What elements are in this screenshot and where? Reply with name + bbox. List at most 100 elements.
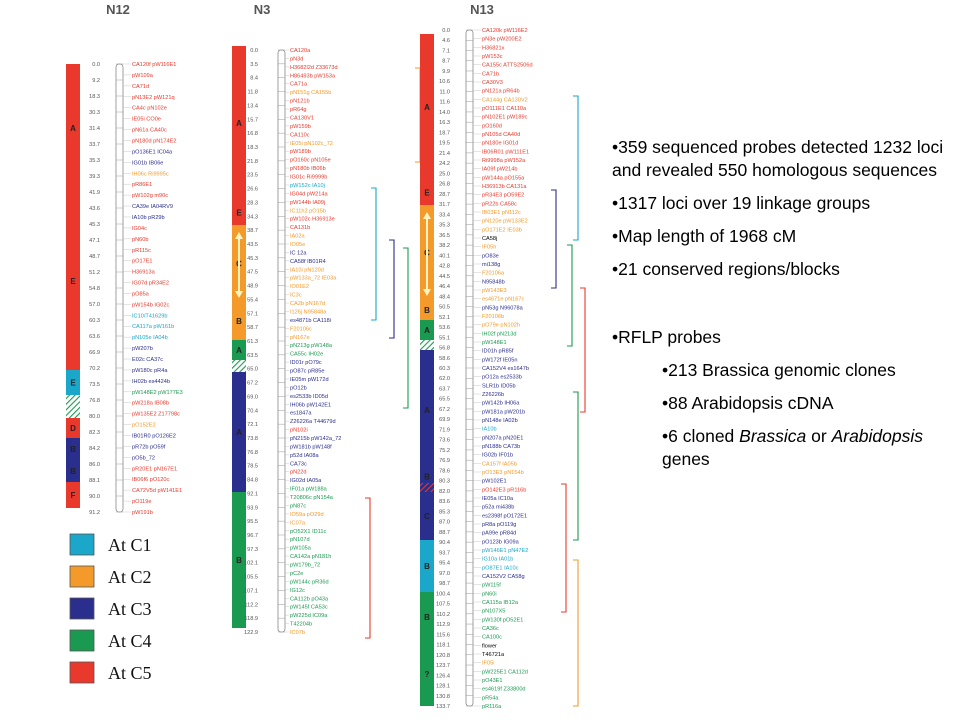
marker-label: es2398f pO172E1 <box>482 513 527 519</box>
marker-label: CA144g CA130V2 <box>482 97 528 103</box>
duplication-bracket <box>573 95 579 241</box>
duplication-bracket <box>567 244 573 347</box>
bullet-rflp-probes: •RFLP probes <box>612 327 721 347</box>
marker-label: pW144b IA09j <box>290 200 325 206</box>
marker-label: IG01b IB06e <box>132 160 163 166</box>
cm-position: 35.3 <box>89 158 100 164</box>
cm-position: 62.0 <box>439 376 450 382</box>
block-b <box>232 302 246 340</box>
cm-position: 128.1 <box>436 684 450 690</box>
marker-label: IH02b es4424b <box>132 379 170 385</box>
block-hatched <box>232 360 246 372</box>
cm-position: 55.4 <box>247 297 258 303</box>
cm-position: 44.5 <box>439 274 450 280</box>
cm-position: 46.4 <box>439 284 450 290</box>
cm-position: 76.8 <box>89 398 100 404</box>
duplication-bracket <box>580 287 586 413</box>
cm-position: 3.5 <box>250 62 258 68</box>
marker-label: pW102g m90c <box>132 193 168 199</box>
cm-position: 13.4 <box>247 103 258 109</box>
map-n13: N13AECBAABCBB?0.04.67.18.79.910.611.011.… <box>420 2 586 710</box>
cm-position: 90.4 <box>439 540 450 546</box>
cm-position: 33.4 <box>439 212 450 218</box>
block-label: B <box>70 467 76 476</box>
marker-label: flower <box>482 643 497 649</box>
duplication-bracket <box>403 247 409 409</box>
marker-label: IC 12a <box>290 250 307 256</box>
linkage-map-figure: N12 A E E D B B F 0.0 9.2 18.3 30.3 31.4 33.7 35.3 39.3… <box>66 2 586 710</box>
marker-label: pW225E1 CA112d <box>482 669 528 675</box>
cm-position: 92.1 <box>247 491 258 497</box>
cm-position: 120.8 <box>436 653 450 659</box>
marker-label: pR86E1 <box>132 182 152 188</box>
block-label: A <box>236 428 242 437</box>
cm-position: 18.7 <box>439 130 450 136</box>
marker-label: IH06c Ri9995c <box>132 171 169 177</box>
map-n3: N3AECBAAB0.03.58.411.813.415.716.818.321… <box>232 2 421 639</box>
marker-label: H3682l2d Z33673d <box>290 65 338 71</box>
marker-label: CA130V1 <box>290 115 314 121</box>
marker-label: IC07b <box>290 630 305 636</box>
block-a <box>232 340 246 360</box>
legend-item: At C1 <box>69 533 152 556</box>
marker-label: IH02f pN213d <box>482 331 517 337</box>
cm-position: 97.0 <box>439 571 450 577</box>
marker-label: IB06R01 pW111E1 <box>482 149 529 155</box>
marker-label: pW102E1 <box>482 479 507 485</box>
block-b <box>420 592 434 642</box>
cm-position: 97.3 <box>247 547 258 553</box>
cm-position: 85.3 <box>439 509 450 515</box>
cm-position: 95.5 <box>247 519 258 525</box>
cm-position: 10.6 <box>439 79 450 85</box>
cm-position: 61.3 <box>247 339 258 345</box>
marker-label: CA58f IB01R4 <box>290 259 326 265</box>
cm-position: 80.0 <box>89 414 100 420</box>
subbullet-brassica-clones: •213 Brassica genomic clones <box>662 360 896 380</box>
block-e <box>420 180 434 205</box>
marker-label: pC2e <box>290 571 303 577</box>
marker-label: pW189b <box>290 149 311 155</box>
brassica-italic: Brassica <box>739 426 807 446</box>
cm-position: 118.1 <box>436 643 450 649</box>
marker-label: pO12a es2533b <box>482 375 522 381</box>
cm-position: 33.7 <box>89 142 100 148</box>
marker-label: pO17E1 <box>132 259 153 265</box>
block-label: E <box>424 189 430 198</box>
marker-label: pR20E1 pN167E1 <box>132 466 177 472</box>
block-hatched <box>66 395 80 418</box>
marker-label: pW153c <box>482 54 503 60</box>
summary-bullets: •359 sequenced probes detected 1232 loci… <box>612 136 952 481</box>
marker-label: pR115c <box>132 248 151 254</box>
marker-label: pN188b CA73b <box>482 444 520 450</box>
block-label: B <box>424 473 430 482</box>
marker-label: Z26226a T44679d <box>290 419 336 425</box>
marker-label: p52a mi438b <box>482 505 514 511</box>
cm-position: 31.7 <box>439 202 450 208</box>
marker-label: IG02b IF01b <box>482 453 513 459</box>
cm-position: 60.3 <box>439 366 450 372</box>
marker-label: Z26226b <box>482 392 504 398</box>
marker-label: CA39e IA04RV9 <box>132 204 173 210</box>
color-legend: At C1 At C2 At C3 At C4 At C5 <box>69 533 152 684</box>
marker-label: pN3d <box>290 56 303 62</box>
marker-label: CA117a pW161b <box>132 324 174 330</box>
cm-position: 73.6 <box>439 438 450 444</box>
marker-label: IG02d IA05a <box>290 478 322 484</box>
cm-position: 8.7 <box>442 59 450 65</box>
block-e <box>232 200 246 225</box>
cm-position: 82.0 <box>439 489 450 495</box>
marker-label: CA73c <box>290 461 307 467</box>
marker-label: I126j N95848a <box>290 309 327 315</box>
marker-label: pR54a <box>482 695 499 701</box>
marker-label: ID01h pR85f <box>482 349 514 355</box>
marker-label: CA152V4 es1647b <box>482 366 529 372</box>
marker-label: CA4c pN102e <box>132 106 167 112</box>
cm-position: 130.8 <box>436 694 450 700</box>
cm-position: 0.0 <box>92 62 100 68</box>
marker-label: pN53g N96078a <box>482 305 524 311</box>
marker-label: CA120a <box>290 48 311 54</box>
marker-label: IG10a IA01b <box>482 557 513 563</box>
legend-swatch <box>69 661 95 684</box>
marker-label: CA155c ATTS2506d <box>482 63 533 69</box>
cm-position: 72.1 <box>247 422 258 428</box>
